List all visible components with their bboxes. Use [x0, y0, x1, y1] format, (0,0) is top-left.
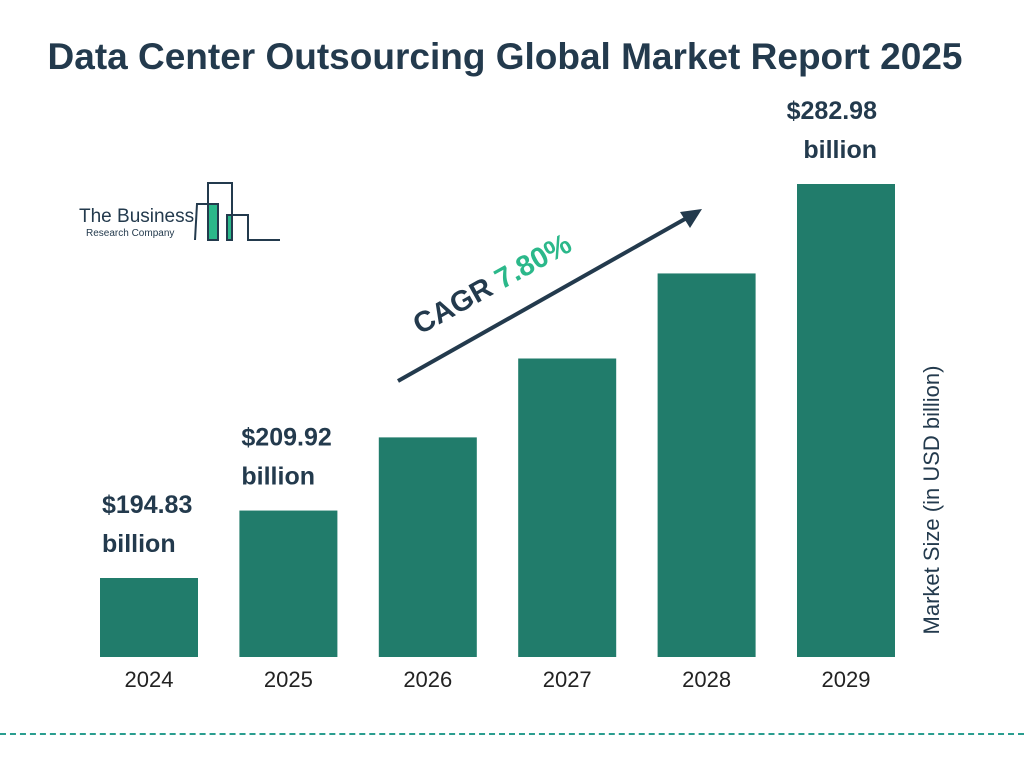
bar-2025 — [239, 510, 338, 657]
logo-text: The Business — [79, 206, 195, 227]
data-label-value: $194.83 — [102, 491, 192, 519]
arrow-head-icon — [680, 209, 702, 228]
x-tick-label: 2024 — [125, 667, 174, 692]
bar-2024 — [100, 578, 198, 657]
data-label-value: $282.98 — [787, 97, 877, 125]
bar-2026 — [378, 437, 477, 657]
x-tick-label: 2026 — [403, 667, 452, 692]
x-tick-label: 2025 — [264, 667, 313, 692]
data-label-unit: billion — [102, 530, 176, 558]
bar-2029 — [797, 184, 895, 657]
data-label-unit: billion — [241, 463, 315, 491]
y-axis-label: Market Size (in USD billion) — [919, 365, 944, 635]
x-tick-label: 2029 — [822, 667, 871, 692]
logo-subtext: Research Company — [86, 228, 175, 239]
chart-title: Data Center Outsourcing Global Market Re… — [47, 36, 963, 77]
cagr-arrow — [397, 213, 693, 383]
cagr-annotation: CAGR 7.80% — [408, 228, 577, 341]
bar-2027 — [518, 358, 617, 657]
logo-buildings-icon — [194, 182, 280, 241]
data-label-unit: billion — [803, 136, 877, 164]
divider — [0, 733, 1024, 735]
bar-2028 — [657, 273, 756, 657]
data-label-value: $209.92 — [241, 424, 331, 452]
x-tick-label: 2028 — [682, 667, 731, 692]
x-tick-label: 2027 — [543, 667, 592, 692]
